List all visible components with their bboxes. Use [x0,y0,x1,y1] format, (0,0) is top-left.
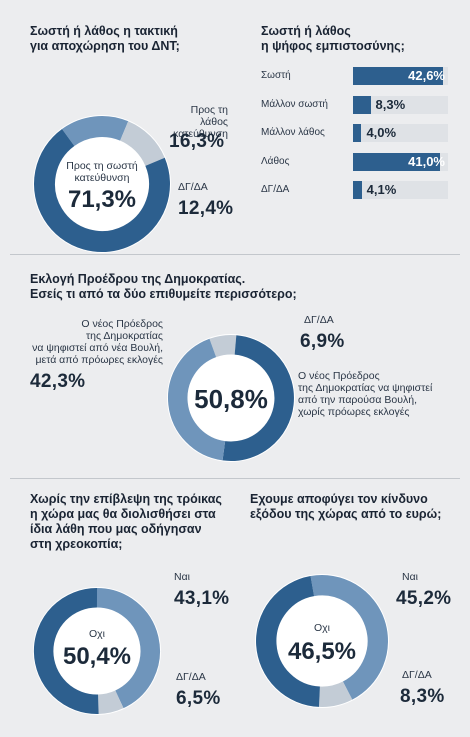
chart4-slice-2 [97,690,124,714]
chart3-dk-label: ΔΓ/ΔΑ [304,314,334,326]
chart4-center-value: 50,4% [62,643,132,670]
chart4-slice-1 [96,588,160,709]
chart3-left-label: Ο νέος Πρόεδρος της Δημοκρατίας να ψηφιστ… [32,318,163,366]
chart3-center-hole [188,355,274,441]
bar-fill [353,95,371,114]
chart4-center-label: Οχι [88,628,105,640]
bar-row-0: Σωστή 42,6% [257,65,452,87]
chart5-slice-1 [310,575,388,700]
chart3-donut [167,334,295,462]
chart5-yes-value: 45,2% [396,588,452,609]
bar-track: 4,1% [353,181,448,199]
chart1-slice-1 [62,116,129,147]
chart4-yes-label: Ναι [174,571,190,583]
chart4-dk-label: ΔΓ/ΔΑ [176,671,206,683]
bar-fill [353,124,362,142]
chart5-slice-2 [319,681,353,707]
chart3-dk-value: 6,9% [300,331,345,352]
bar-fill [353,152,440,171]
bar-track: 8,3% [353,95,448,114]
chart4-title: Χωρίς την επίβλεψη της τρόικας η χώρα μας… [30,492,222,551]
bar-row-1: Μάλλον σωστή 8,3% [257,94,452,116]
chart3-slice-2 [209,335,237,358]
chart5-center-label: Οχι [313,622,330,634]
bar-category-label: Λάθος [261,155,290,167]
chart4-slice-0 [33,587,99,714]
chart5-slice-0 [256,576,321,707]
bar-value-label: 41,0% [408,153,445,169]
bar-category-label: Μάλλον λάθος [261,127,325,138]
chart3-right-label: Ο νέος Πρόεδρος της Δημοκρατίας να ψηφιστ… [298,370,433,418]
chart4-yes-value: 43,1% [174,588,230,609]
bar-row-4: ΔΓ/ΔΑ 4,1% [257,179,452,201]
chart1-wrong-value: 16,3% [169,131,225,152]
chart4-donut [33,587,161,715]
bar-track: 42,6% [353,67,448,85]
bar-category-label: ΔΓ/ΔΑ [261,184,290,195]
chart1-center-value: 71,3% [67,186,137,213]
chart1-donut [33,115,171,253]
chart1-dk-label: ΔΓ/ΔΑ [178,181,208,193]
chart5-dk-value: 8,3% [400,686,445,707]
bar-row-2: Μάλλον λάθος 4,0% [257,122,452,144]
chart1-slice-2 [119,121,165,167]
chart3-center-value: 50,8% [194,384,268,414]
chart5-dk-label: ΔΓ/ΔΑ [402,669,432,681]
chart5-center-hole [277,596,367,686]
bar-value-label: 8,3% [375,96,406,112]
divider-top [10,254,460,255]
bar-category-label: Μάλλον σωστή [261,98,328,110]
chart1-center-label: Προς τη σωστή κατεύθυνση [66,160,138,184]
chart3-title: Εκλογή Προέδρου της Δημοκρατίας. Εσείς τι… [30,272,297,301]
chart5-yes-label: Ναι [402,571,418,583]
bar-row-3: Λάθος 41,0% [257,151,452,173]
bar-fill [353,67,443,85]
chart3-slice-1 [168,338,226,461]
chart1-dk-value: 12,4% [178,198,234,219]
bar-value-label: 4,1% [366,182,397,197]
chart1-title: Σωστή ή λάθος η τακτική για αποχώρηση του… [30,24,180,53]
bar-track: 41,0% [353,152,448,171]
chart4-center-hole [54,608,140,694]
bar-value-label: 4,0% [366,125,397,140]
chart1-center-hole [56,138,148,230]
bar-track: 4,0% [353,124,448,142]
bar-fill [353,181,362,199]
chart3-slice-0 [222,335,294,461]
chart5-center-value: 46,5% [287,638,357,665]
chart2-title: Σωστή ή λάθος η ψήφος εμπιστοσύνης; [261,24,405,53]
chart4-dk-value: 6,5% [176,688,221,709]
chart1-slice-0 [34,128,170,252]
chart5-donut [255,574,389,708]
chart5-title: Εχουμε αποφύγει τον κίνδυνο εξόδου της χώ… [250,492,442,521]
bar-value-label: 42,6% [408,68,445,83]
chart1-wrong-label: Προς τη λάθος κατεύθυνση [173,104,228,140]
chart3-left-value: 42,3% [30,371,86,392]
divider-middle [10,478,460,479]
bar-category-label: Σωστή [261,70,291,81]
